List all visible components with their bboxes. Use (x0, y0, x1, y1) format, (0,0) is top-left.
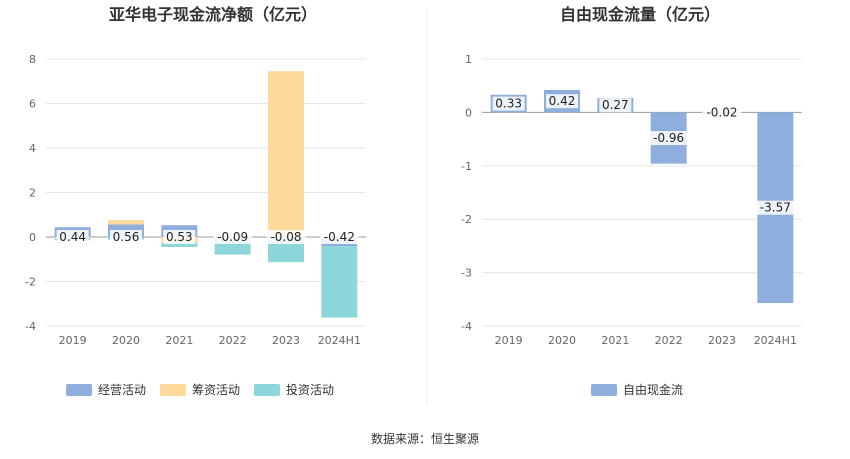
y-tick-label: -2 (461, 213, 472, 226)
y-tick-label: -4 (461, 320, 472, 333)
data-label: 0.44 (59, 230, 86, 244)
x-tick-label: 2020 (112, 334, 140, 347)
y-tick-label: -2 (25, 276, 36, 289)
data-label-bg (755, 200, 795, 215)
legend-swatch (160, 384, 186, 396)
y-tick-label: -1 (461, 160, 472, 173)
y-tick-label: 8 (29, 53, 36, 66)
data-label: -0.96 (653, 131, 684, 145)
data-label-bg (702, 105, 742, 120)
legend-label: 筹资活动 (192, 383, 240, 397)
y-tick-label: 2 (29, 187, 36, 200)
bar-投资活动-2021 (161, 242, 198, 248)
x-tick-label: 2022 (655, 334, 683, 347)
bar-投资活动-2024H1 (321, 246, 358, 318)
x-tick-label: 2024H1 (318, 334, 361, 347)
y-tick-label: -4 (25, 320, 36, 333)
legend-swatch (591, 384, 617, 396)
x-tick-label: 2019 (495, 334, 523, 347)
data-label-bg (319, 230, 359, 244)
data-label: -0.42 (324, 230, 355, 244)
bar-投资活动-2023 (268, 238, 304, 263)
y-tick-label: 4 (29, 142, 36, 155)
right-chart-title: 自由现金流量（亿元） (560, 5, 720, 24)
data-label: 0.56 (113, 230, 140, 244)
x-tick-label: 2023 (272, 334, 300, 347)
data-label-bg (163, 230, 196, 244)
data-label-bg (56, 230, 89, 244)
data-label-bg (599, 98, 632, 113)
y-tick-label: 6 (29, 98, 36, 111)
free-cashflow-chart: 自由现金流量（亿元） -4 -3 -2 -1 0 1 0.33 0.42 0.27 -0.96 -0… (461, 5, 802, 397)
data-label: -0.08 (270, 230, 301, 244)
data-label: -3.57 (760, 201, 791, 215)
data-label-bg (213, 230, 253, 244)
data-label-bg (266, 230, 306, 244)
data-label: 0.27 (602, 98, 629, 112)
y-tick-label: 0 (465, 106, 472, 119)
data-label-bg (546, 94, 578, 109)
source-note: 数据来源：恒生聚源 (371, 431, 479, 446)
data-label: 0.33 (495, 97, 522, 111)
legend-label: 经营活动 (98, 383, 146, 397)
data-label: -0.02 (706, 105, 737, 119)
data-label-bg (110, 230, 142, 244)
y-tick-label: -3 (461, 267, 472, 280)
cashflow-net-chart: 亚华电子现金流净额（亿元） -4 -2 0 2 4 6 8 0.44 0.56 0.53 -0.09… (25, 5, 366, 397)
x-tick-label: 2022 (219, 334, 247, 347)
legend-label: 自由现金流 (623, 382, 683, 397)
data-label: 0.53 (166, 230, 193, 244)
data-label: -0.09 (217, 230, 248, 244)
bar-筹资活动-2023 (268, 71, 304, 237)
x-tick-label: 2021 (601, 334, 629, 347)
legend-swatch (66, 384, 92, 396)
y-tick-label: 1 (465, 53, 472, 66)
data-label-bg (649, 131, 689, 146)
x-tick-label: 2020 (548, 334, 576, 347)
x-tick-label: 2019 (59, 334, 87, 347)
x-tick-label: 2023 (708, 334, 736, 347)
x-tick-label: 2021 (165, 334, 193, 347)
left-chart-title: 亚华电子现金流净额（亿元） (109, 5, 317, 24)
bar-筹资活动-2020 (108, 220, 144, 225)
data-label: 0.42 (549, 94, 576, 108)
x-tick-label: 2024H1 (754, 334, 797, 347)
data-label-bg (492, 96, 525, 111)
legend-swatch (254, 384, 280, 396)
y-tick-label: 0 (29, 231, 36, 244)
legend-label: 投资活动 (286, 382, 334, 397)
